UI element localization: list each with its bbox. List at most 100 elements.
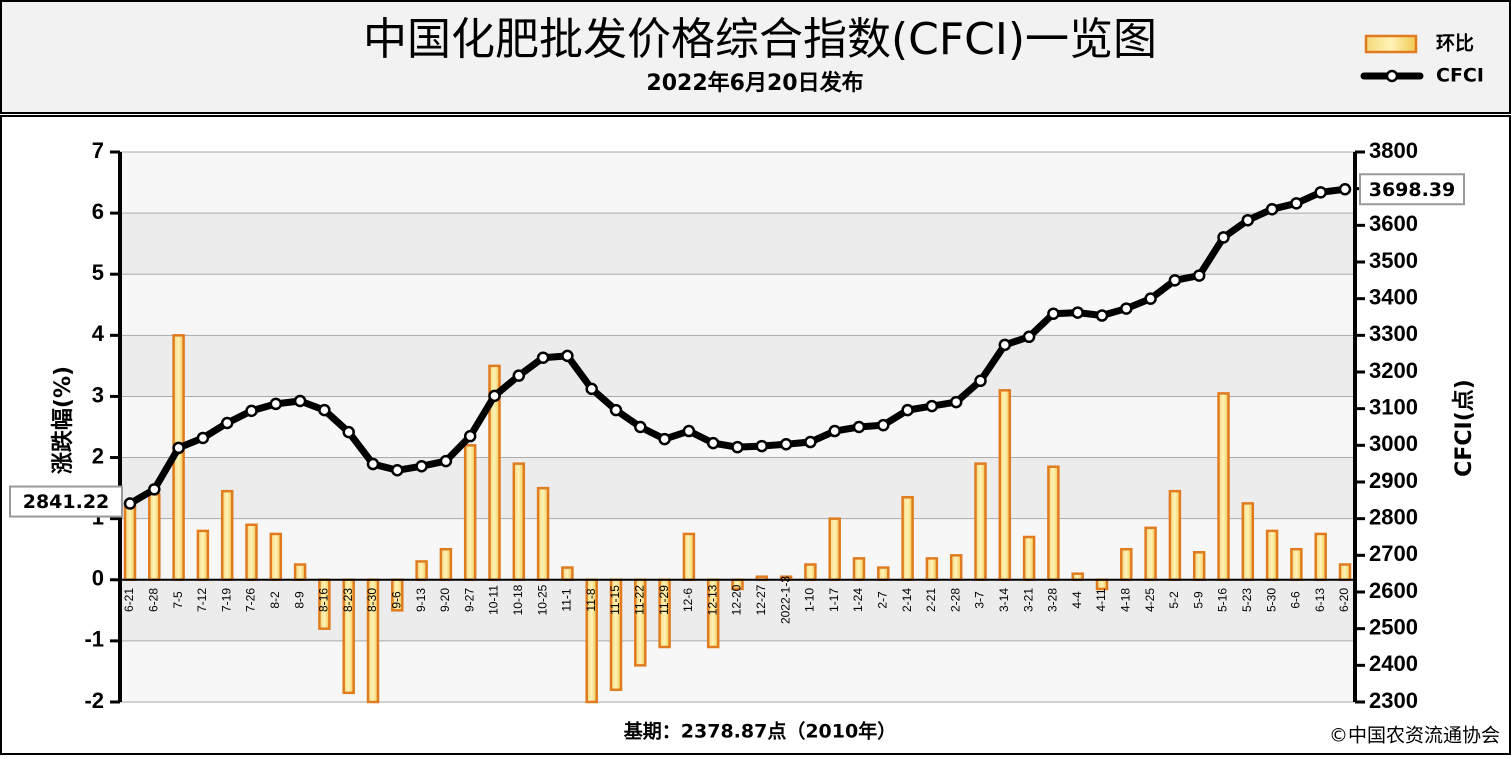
bar bbox=[1120, 547, 1133, 582]
x-tick-label: 4-4 bbox=[1070, 591, 1084, 609]
cfci-point bbox=[1071, 306, 1084, 319]
y-tick-label: 3 bbox=[92, 382, 104, 407]
cfci-point bbox=[1168, 274, 1182, 287]
y2-tick-label: 2500 bbox=[1369, 614, 1418, 639]
grid-band bbox=[120, 274, 1355, 336]
cfci-point bbox=[439, 454, 453, 468]
y2-tick-label: 2900 bbox=[1369, 468, 1418, 493]
source: ©中国农资流通协会 bbox=[1329, 725, 1500, 747]
cfci-point bbox=[634, 420, 647, 434]
y2-tick-label: 3300 bbox=[1369, 321, 1418, 346]
bar bbox=[1144, 526, 1157, 582]
cfci-point bbox=[1144, 292, 1157, 305]
cfci-point bbox=[925, 399, 939, 413]
y-tick-label: 0 bbox=[92, 566, 104, 591]
grid-band bbox=[120, 213, 1355, 275]
cfci-point bbox=[1217, 231, 1230, 244]
bar bbox=[1265, 529, 1279, 582]
y2-tick-label: 3800 bbox=[1369, 138, 1418, 163]
y2-tick-label: 2400 bbox=[1369, 651, 1418, 676]
legend-label: CFCI bbox=[1436, 65, 1484, 87]
chart-subtitle: 2022年6月20日发布 bbox=[646, 70, 863, 96]
x-tick-label: 7-5 bbox=[171, 591, 185, 609]
cfci-point bbox=[488, 389, 501, 403]
cfci-point bbox=[1192, 269, 1206, 282]
y-tick-label: 7 bbox=[92, 138, 104, 163]
bar bbox=[293, 563, 307, 582]
x-tick-label: 1-17 bbox=[827, 588, 841, 612]
bar bbox=[439, 547, 453, 582]
x-tick-label: 7-26 bbox=[244, 588, 258, 612]
x-tick-label: 6-21 bbox=[122, 588, 136, 612]
x-tick-label: 12-20 bbox=[730, 584, 744, 615]
cfci-point bbox=[391, 464, 404, 477]
x-tick-label: 12-27 bbox=[754, 584, 768, 615]
cfci-point bbox=[148, 483, 161, 496]
x-tick-label: 7-19 bbox=[219, 588, 233, 612]
x-tick-label: 6-28 bbox=[146, 588, 160, 612]
bar bbox=[196, 529, 210, 582]
cfci-point bbox=[172, 441, 185, 455]
x-tick-label: 4-11 bbox=[1094, 588, 1108, 611]
cfci-point bbox=[463, 429, 477, 443]
x-tick-label: 11-1 bbox=[560, 588, 574, 611]
x-tick-label: 5-2 bbox=[1167, 591, 1181, 609]
x-tick-label: 3-7 bbox=[973, 591, 987, 609]
cfci-point bbox=[949, 395, 963, 409]
cfci-point bbox=[1338, 183, 1352, 196]
bar bbox=[536, 486, 550, 582]
x-tick-label: 11-22 bbox=[632, 585, 646, 615]
bar bbox=[1047, 465, 1060, 582]
cfci-point bbox=[245, 404, 258, 418]
grid-band bbox=[120, 335, 1355, 397]
cfci-point bbox=[731, 440, 744, 454]
x-tick-label: 8-30 bbox=[365, 588, 379, 612]
cfci-point bbox=[1047, 307, 1060, 320]
y-tick-label: -1 bbox=[84, 627, 104, 652]
chart-title: 中国化肥批发价格综合指数(CFCI)一览图 bbox=[363, 14, 1157, 65]
x-tick-label: 10-18 bbox=[511, 584, 525, 615]
x-tick-label: 5-16 bbox=[1216, 588, 1230, 612]
bar bbox=[828, 517, 841, 582]
legend-swatch bbox=[1364, 34, 1418, 54]
y2-tick-label: 3600 bbox=[1369, 211, 1418, 236]
bar bbox=[1168, 489, 1182, 582]
cfci-point bbox=[1095, 309, 1109, 322]
y2-tick-label: 2700 bbox=[1369, 541, 1418, 566]
x-tick-label: 10-11 bbox=[487, 585, 501, 615]
y2-tick-label: 3100 bbox=[1369, 394, 1418, 419]
bar bbox=[561, 566, 574, 582]
cfci-point bbox=[901, 403, 914, 417]
x-tick-label: 2-28 bbox=[948, 588, 962, 612]
bar bbox=[1022, 535, 1036, 582]
y2-tick-label: 2600 bbox=[1369, 578, 1418, 603]
footnote: 基期：2378.87点（2010年） bbox=[623, 720, 896, 743]
x-tick-label: 8-23 bbox=[341, 588, 355, 612]
y-tick-label: 4 bbox=[92, 321, 105, 346]
cfci-point bbox=[1241, 213, 1255, 227]
cfci-point bbox=[1120, 302, 1133, 315]
bar bbox=[949, 554, 963, 582]
bar bbox=[852, 557, 866, 582]
x-tick-label: 5-9 bbox=[1191, 591, 1205, 609]
x-tick-label: 3-28 bbox=[1046, 588, 1060, 612]
x-tick-label: 8-9 bbox=[292, 591, 306, 609]
x-tick-label: 1-10 bbox=[803, 588, 817, 612]
bar bbox=[925, 557, 939, 582]
cfci-point bbox=[585, 382, 598, 396]
cfci-point bbox=[220, 416, 234, 430]
cfci-point bbox=[998, 338, 1012, 352]
y2-tick-label: 2800 bbox=[1369, 504, 1418, 529]
legend-marker bbox=[1385, 69, 1399, 83]
bar bbox=[1314, 532, 1327, 582]
cfci-point bbox=[852, 420, 866, 434]
cfci-point bbox=[1022, 330, 1036, 344]
value-label: 2841.22 bbox=[23, 491, 110, 513]
x-tick-label: 6-20 bbox=[1337, 588, 1351, 612]
x-tick-label: 9-6 bbox=[389, 591, 403, 609]
cfci-point bbox=[366, 457, 380, 471]
x-tick-label: 9-27 bbox=[462, 588, 476, 612]
x-tick-label: 8-2 bbox=[268, 591, 282, 609]
x-tick-label: 10-25 bbox=[535, 584, 549, 615]
